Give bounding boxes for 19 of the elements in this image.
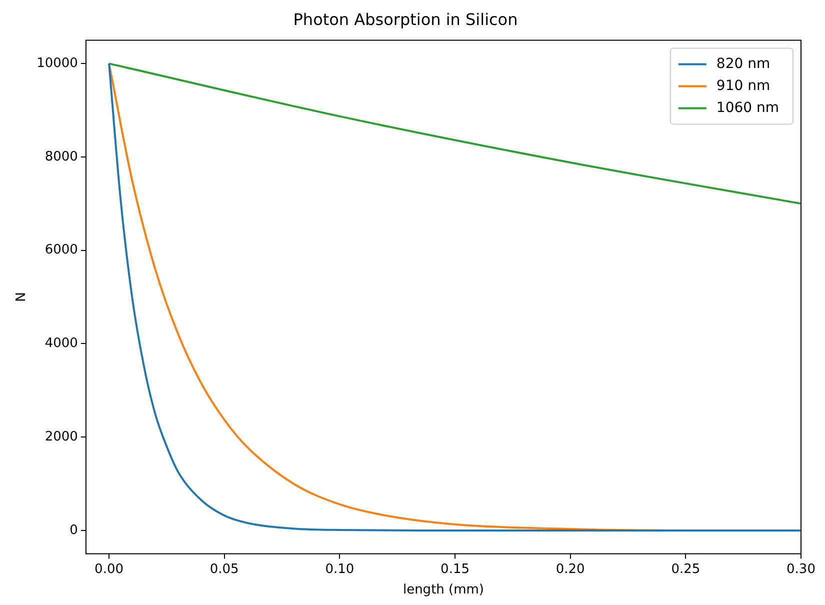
x-tick-label: 0.00 <box>94 562 124 577</box>
x-tick-label: 0.25 <box>671 562 700 577</box>
y-tick-label: 6000 <box>44 242 78 258</box>
y-tick-label: 10000 <box>36 56 78 71</box>
x-tick-label: 0.30 <box>786 562 816 577</box>
chart-title: Photon Absorption in Silicon <box>293 10 518 29</box>
x-tick-label: 0.20 <box>556 562 585 577</box>
y-tick-label: 8000 <box>44 149 78 164</box>
legend-label: 820 nm <box>716 56 770 72</box>
x-tick-label: 0.05 <box>210 562 239 577</box>
x-tick-label: 0.15 <box>440 562 470 577</box>
y-axis-title: N <box>14 292 30 302</box>
x-tick-label: 0.10 <box>325 562 354 577</box>
y-tick-label: 0 <box>70 522 78 538</box>
legend-label: 1060 nm <box>716 100 780 116</box>
y-tick-label: 2000 <box>44 429 78 444</box>
legend-label: 910 nm <box>716 78 770 94</box>
x-axis-title: length (mm) <box>402 582 484 598</box>
y-tick-label: 4000 <box>44 336 78 352</box>
